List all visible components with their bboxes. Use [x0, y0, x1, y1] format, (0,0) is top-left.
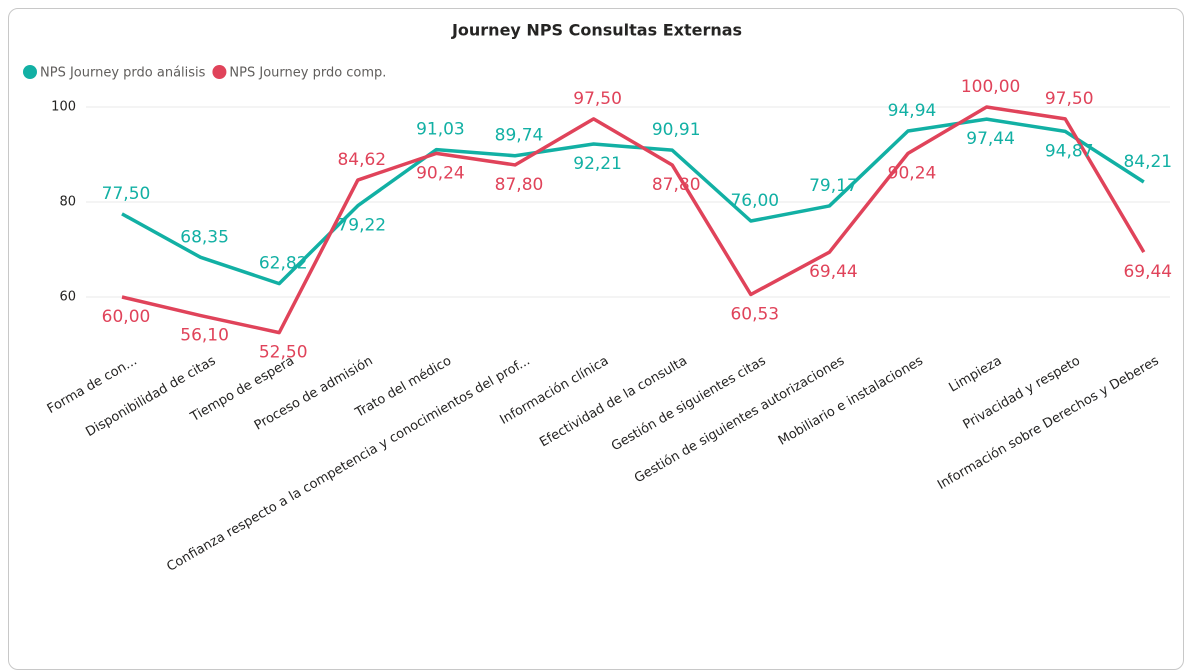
legend-marker [212, 65, 227, 79]
x-tick-label: Limpieza [946, 354, 1004, 396]
data-label: 79,22 [337, 216, 386, 236]
data-label: 76,00 [730, 191, 779, 211]
x-tick-label: Confianza respecto a la competencia y co… [164, 354, 532, 575]
data-label: 97,50 [573, 89, 622, 109]
series-line [121, 117, 1145, 286]
data-label: 90,24 [416, 163, 465, 183]
data-label: 56,10 [180, 326, 229, 346]
data-label: 97,50 [1045, 89, 1094, 109]
y-tick-label: 60 [59, 290, 76, 305]
data-label: 79,17 [809, 176, 858, 196]
chart-title: Journey NPS Consultas Externas [451, 21, 742, 40]
data-label: 77,50 [102, 184, 151, 204]
x-tick-label: Disponibilidad de citas [83, 353, 218, 440]
data-label: 90,24 [888, 163, 937, 183]
data-label: 100,00 [961, 77, 1020, 97]
data-label: 87,80 [652, 175, 701, 195]
data-label: 94,94 [888, 101, 937, 121]
data-label: 69,44 [1123, 262, 1172, 282]
data-label: 87,80 [495, 175, 544, 195]
data-label: 68,35 [180, 227, 229, 247]
series-line [121, 105, 1146, 335]
data-label: 60,53 [730, 304, 779, 324]
y-tick-label: 100 [51, 100, 76, 115]
data-label: 60,00 [102, 307, 151, 327]
data-label: 90,91 [652, 120, 701, 140]
data-label: 84,21 [1123, 152, 1172, 172]
y-tick-label: 80 [59, 195, 76, 210]
x-tick-label: Gestión de siguientes citas [609, 353, 769, 454]
data-label: 52,50 [259, 343, 308, 363]
data-label: 97,44 [966, 129, 1015, 149]
x-tick-label: Mobiliario e instalaciones [776, 353, 926, 448]
data-label: 92,21 [573, 154, 622, 174]
legend-label: NPS Journey prdo comp. [229, 66, 386, 81]
x-tick-label: Efectividad de la consulta [537, 354, 690, 451]
chart: Journey NPS Consultas Externas NPS Journ… [23, 21, 1172, 575]
data-label: 69,44 [809, 262, 858, 282]
data-label: 62,82 [259, 254, 308, 274]
data-label: 91,03 [416, 120, 465, 140]
legend-label: NPS Journey prdo análisis [40, 66, 206, 81]
legend-marker [23, 65, 37, 79]
data-label: 89,74 [495, 126, 544, 146]
data-label: 84,62 [337, 150, 386, 170]
data-label: 94,87 [1045, 141, 1094, 161]
